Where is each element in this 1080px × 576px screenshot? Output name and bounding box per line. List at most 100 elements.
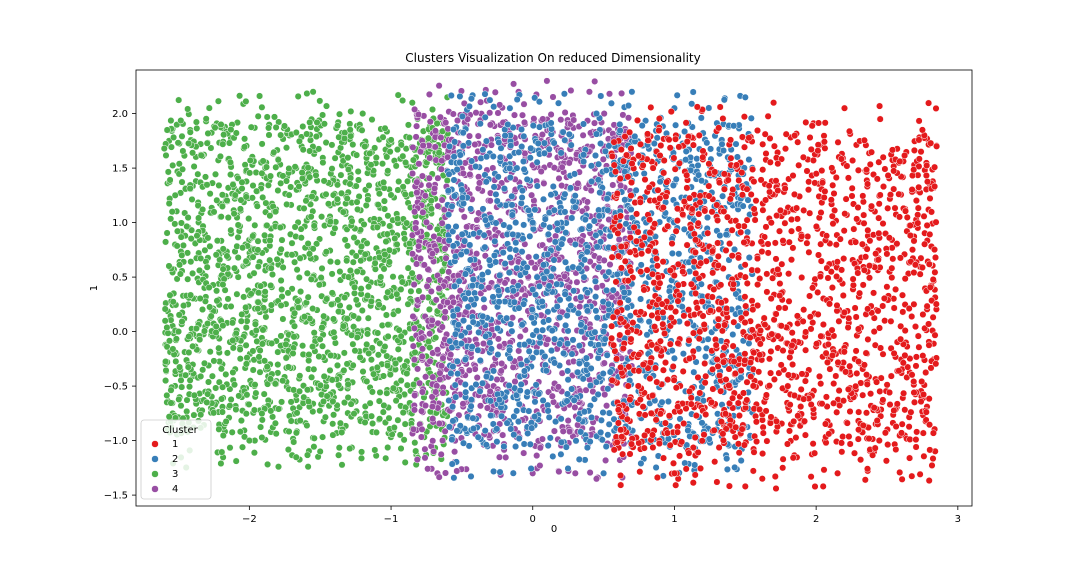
scatter-point-cluster-4 <box>617 182 625 190</box>
scatter-point-cluster-4 <box>450 298 458 306</box>
scatter-point-cluster-1 <box>665 412 673 420</box>
scatter-point-cluster-3 <box>337 171 345 179</box>
scatter-point-cluster-3 <box>296 417 304 425</box>
scatter-point-cluster-1 <box>854 166 862 174</box>
scatter-point-cluster-2 <box>495 298 503 306</box>
scatter-point-cluster-2 <box>529 219 537 227</box>
scatter-point-cluster-2 <box>474 346 482 354</box>
scatter-point-cluster-4 <box>561 272 569 280</box>
scatter-point-cluster-4 <box>472 109 480 117</box>
scatter-point-cluster-2 <box>544 442 552 450</box>
scatter-point-cluster-4 <box>486 121 494 129</box>
scatter-point-cluster-3 <box>177 233 185 241</box>
scatter-point-cluster-4 <box>413 260 421 268</box>
scatter-point-cluster-4 <box>425 181 433 189</box>
scatter-point-cluster-3 <box>351 347 359 355</box>
scatter-point-cluster-2 <box>467 205 475 213</box>
scatter-point-cluster-3 <box>250 269 258 277</box>
scatter-point-cluster-3 <box>177 219 185 227</box>
scatter-point-cluster-3 <box>361 418 369 426</box>
scatter-point-cluster-2 <box>500 185 508 193</box>
scatter-point-cluster-3 <box>271 380 279 388</box>
scatter-point-cluster-3 <box>167 386 175 394</box>
scatter-point-cluster-4 <box>431 143 439 151</box>
scatter-point-cluster-3 <box>393 240 401 248</box>
scatter-point-cluster-4 <box>573 278 581 286</box>
scatter-point-cluster-2 <box>487 411 495 420</box>
scatter-point-cluster-3 <box>321 413 329 421</box>
scatter-point-cluster-4 <box>421 454 429 462</box>
scatter-point-cluster-2 <box>518 187 527 195</box>
scatter-point-cluster-2 <box>664 435 672 443</box>
scatter-point-cluster-4 <box>473 250 481 258</box>
scatter-point-cluster-3 <box>273 255 281 263</box>
scatter-point-cluster-3 <box>271 419 279 427</box>
scatter-point-cluster-3 <box>183 407 191 415</box>
scatter-point-cluster-3 <box>254 246 262 254</box>
scatter-point-cluster-3 <box>362 201 370 209</box>
scatter-point-cluster-2 <box>476 120 484 128</box>
scatter-point-cluster-3 <box>184 214 192 222</box>
scatter-point-cluster-2 <box>675 250 683 258</box>
scatter-point-cluster-3 <box>348 331 356 339</box>
scatter-point-cluster-1 <box>729 342 737 350</box>
scatter-point-cluster-2 <box>495 287 503 295</box>
scatter-point-cluster-3 <box>185 348 193 357</box>
scatter-point-cluster-1 <box>667 108 675 116</box>
scatter-point-cluster-3 <box>272 208 280 216</box>
scatter-point-cluster-3 <box>340 134 349 143</box>
scatter-point-cluster-3 <box>188 195 196 203</box>
scatter-point-cluster-3 <box>382 238 390 246</box>
scatter-point-cluster-3 <box>358 126 366 134</box>
scatter-point-cluster-2 <box>538 298 546 306</box>
scatter-point-cluster-3 <box>274 369 282 377</box>
scatter-point-cluster-3 <box>257 423 265 431</box>
scatter-point-cluster-3 <box>340 399 349 407</box>
scatter-point-cluster-4 <box>421 402 430 410</box>
scatter-point-cluster-4 <box>441 308 449 316</box>
scatter-point-cluster-4 <box>437 165 445 173</box>
scatter-point-cluster-3 <box>201 173 210 181</box>
scatter-point-cluster-3 <box>236 205 244 213</box>
scatter-point-cluster-2 <box>504 120 512 129</box>
scatter-point-cluster-3 <box>257 282 265 290</box>
scatter-point-cluster-2 <box>500 442 508 451</box>
scatter-point-cluster-2 <box>596 189 604 197</box>
scatter-point-cluster-2 <box>603 351 611 359</box>
scatter-point-cluster-3 <box>295 387 304 395</box>
scatter-point-cluster-3 <box>238 443 247 451</box>
scatter-point-cluster-2 <box>506 346 514 354</box>
scatter-point-cluster-2 <box>640 170 648 178</box>
scatter-point-cluster-2 <box>719 192 727 200</box>
scatter-point-cluster-2 <box>549 265 557 273</box>
scatter-point-cluster-3 <box>319 111 327 119</box>
scatter-point-cluster-2 <box>606 368 614 376</box>
scatter-point-cluster-2 <box>467 402 475 410</box>
scatter-point-cluster-1 <box>717 418 725 426</box>
scatter-point-cluster-3 <box>262 163 271 171</box>
scatter-point-cluster-4 <box>442 254 450 262</box>
scatter-point-cluster-2 <box>541 215 549 223</box>
scatter-point-cluster-2 <box>624 296 632 304</box>
scatter-point-cluster-3 <box>372 428 380 436</box>
scatter-point-cluster-3 <box>299 122 307 131</box>
scatter-point-cluster-4 <box>493 375 501 384</box>
scatter-point-cluster-3 <box>203 139 211 147</box>
scatter-point-cluster-3 <box>349 141 357 149</box>
scatter-point-cluster-4 <box>415 242 423 250</box>
scatter-point-cluster-3 <box>192 118 200 126</box>
scatter-point-cluster-2 <box>557 438 565 446</box>
scatter-point-cluster-3 <box>397 332 405 340</box>
scatter-point-cluster-3 <box>340 349 348 357</box>
scatter-point-cluster-4 <box>436 302 445 311</box>
scatter-point-cluster-4 <box>454 271 462 279</box>
scatter-point-cluster-3 <box>219 322 227 330</box>
scatter-point-cluster-2 <box>604 431 612 439</box>
scatter-point-cluster-3 <box>230 381 239 389</box>
scatter-point-cluster-2 <box>593 243 601 251</box>
scatter-point-cluster-3 <box>336 419 344 427</box>
scatter-point-cluster-3 <box>212 328 220 336</box>
scatter-point-cluster-3 <box>211 170 220 178</box>
scatter-point-cluster-3 <box>173 227 182 235</box>
scatter-point-cluster-4 <box>555 468 563 476</box>
